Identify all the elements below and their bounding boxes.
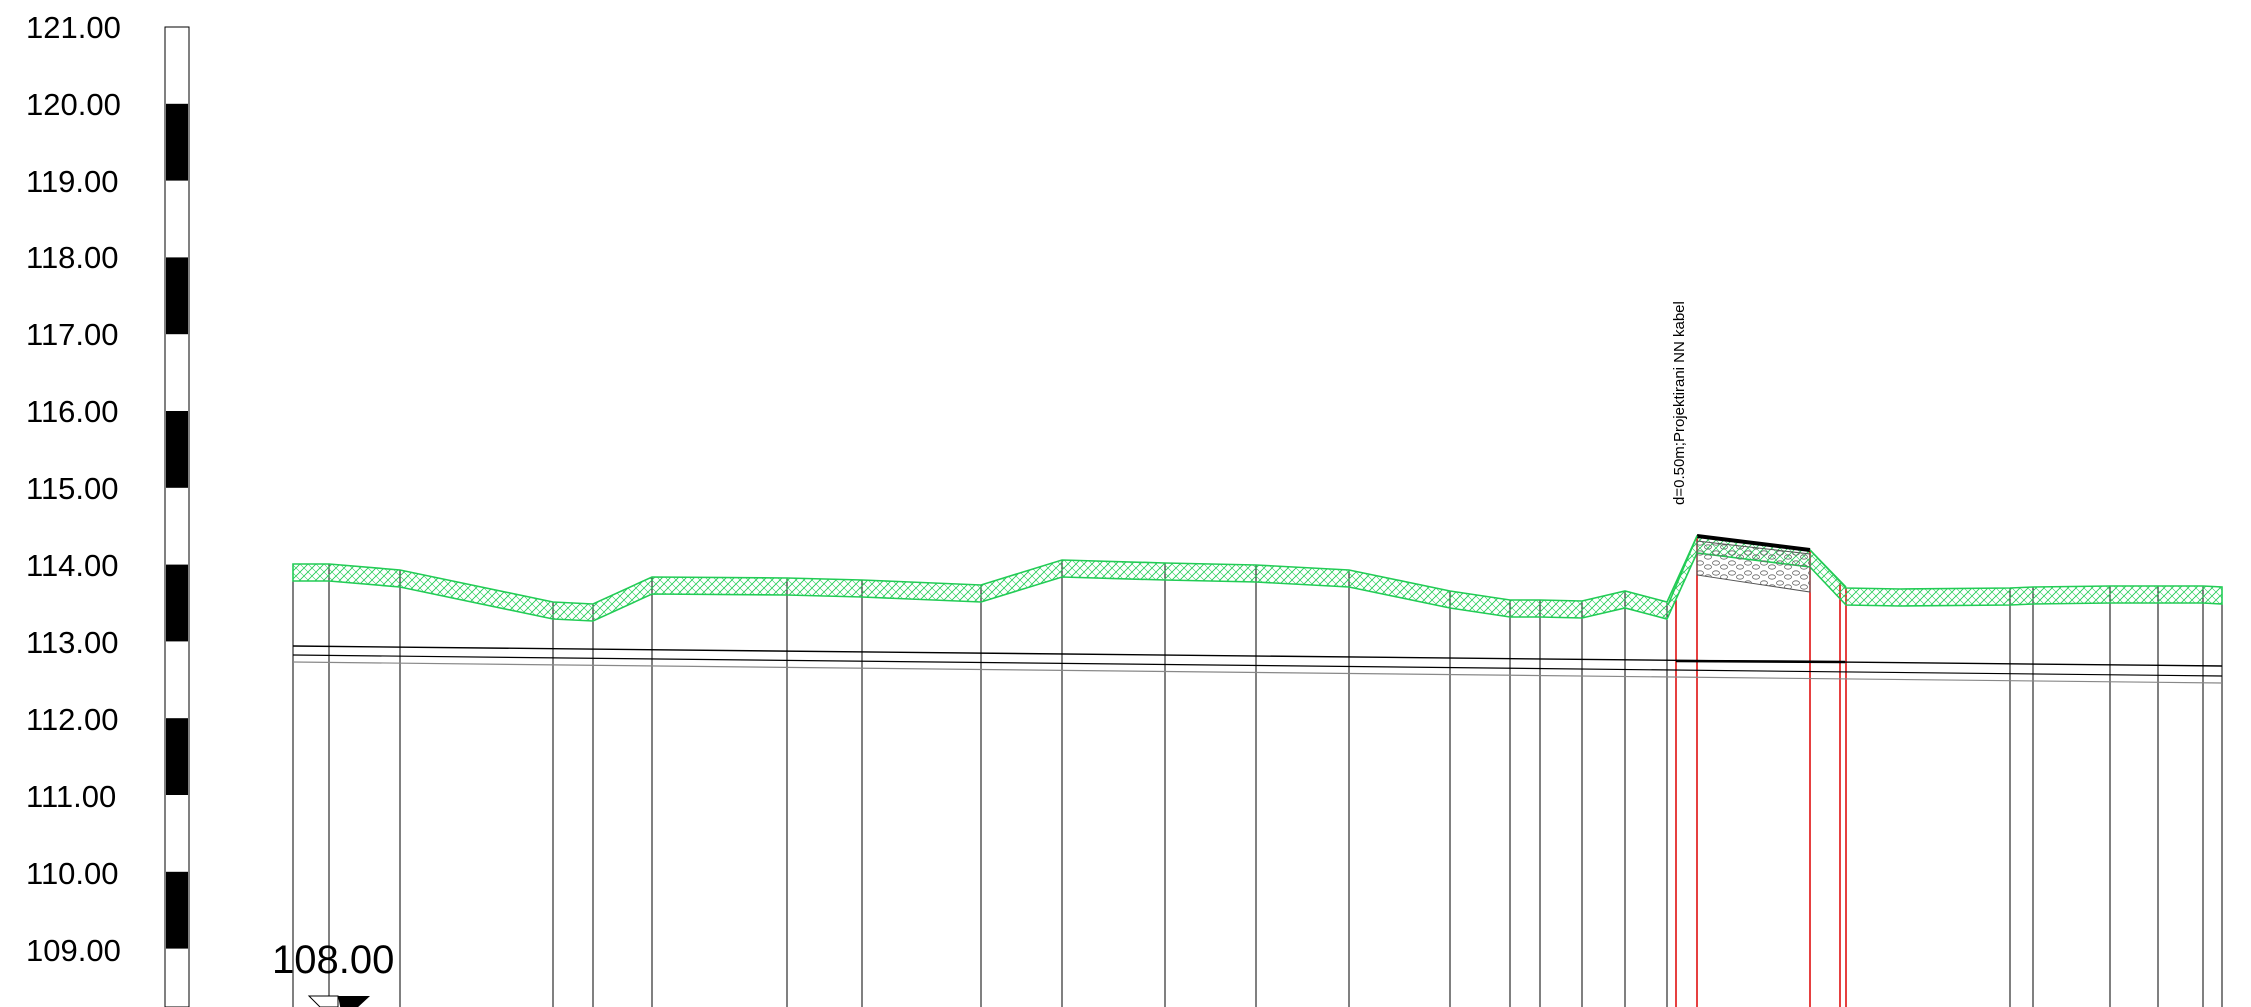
scale-block [166, 564, 188, 642]
road-structure [1667, 534, 1847, 606]
datum-label: 108.00 [272, 938, 394, 982]
pipe-line-top [292, 645, 2223, 667]
datum-triangle-outline [307, 995, 339, 1007]
pipe-line-grey [292, 661, 2223, 684]
road-edge-left [1667, 535, 1698, 606]
elevation-labels: 121.00 120.00 119.00 118.00 117.00 116.0… [26, 10, 121, 968]
scale-block [166, 103, 188, 181]
pipe-lines [292, 645, 2223, 684]
elevation-label: 110.00 [26, 856, 119, 891]
elevation-label: 115.00 [26, 471, 119, 506]
elevation-label: 114.00 [26, 548, 119, 583]
elevation-label: 109.00 [26, 933, 121, 968]
elevation-label: 119.00 [26, 164, 119, 199]
crossing-pipe-segment [1675, 659, 1846, 664]
elevation-label: 118.00 [26, 240, 119, 275]
elevation-label: 117.00 [26, 317, 119, 352]
scale-block [166, 257, 188, 335]
scale-block [166, 411, 188, 488]
elevation-label: 120.00 [26, 87, 121, 122]
elevation-label: 113.00 [26, 625, 119, 660]
road-edge-right [1809, 549, 1847, 588]
terrain-layer [292, 535, 2223, 622]
elevation-label: 112.00 [26, 702, 119, 737]
asphalt-layer [1696, 534, 1811, 552]
gravel-fill [1696, 540, 1811, 593]
datum-marker: 108.00 [272, 938, 394, 1007]
crossing-lines [1675, 536, 1847, 1007]
crossing-annotation: d=0.50m;Projektirani NN kabel [1671, 301, 1688, 505]
scale-block [166, 718, 188, 795]
elevation-label: 111.00 [26, 779, 116, 814]
pipe-line-middle [292, 654, 2223, 677]
elevation-scale-bar [164, 26, 190, 1007]
station-lines [292, 560, 2223, 1007]
elevation-label: 121.00 [26, 10, 121, 45]
scale-block [166, 871, 188, 949]
terrain-band [292, 535, 2223, 622]
elevation-label: 116.00 [26, 394, 119, 429]
datum-triangle-filled [338, 996, 370, 1007]
